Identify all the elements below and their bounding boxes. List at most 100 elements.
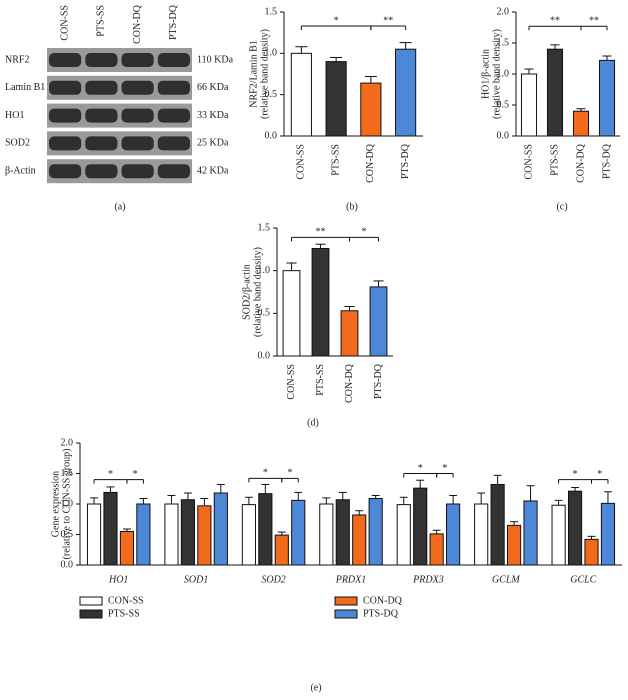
sig-mark: ** (316, 227, 326, 238)
bar (103, 491, 118, 566)
x-tick-label: PTS-SS (330, 144, 341, 176)
row-label: HO1 (5, 110, 24, 121)
y-tick-label: 1.5 (265, 6, 278, 17)
x-tick-label: PTS-SS (315, 364, 326, 396)
legend-label: PTS-SS (108, 608, 140, 619)
y-tick-label: 0.5 (61, 529, 74, 540)
sig-mark: * (597, 469, 602, 480)
bar (567, 490, 583, 566)
sig-mark: * (288, 468, 293, 479)
size-label: 110 KDa (197, 54, 234, 65)
caption: (b) (346, 201, 358, 212)
x-tick-label: GCLC (570, 574, 596, 585)
bar (598, 59, 616, 137)
bar (474, 503, 489, 566)
y-tick-label: 0.5 (265, 89, 278, 100)
sig-mark: * (263, 468, 268, 479)
bar (325, 61, 347, 137)
bar (360, 82, 382, 137)
bar (600, 502, 616, 566)
y-tick-label: 1.0 (265, 48, 278, 59)
bar (395, 48, 417, 137)
blot-band (121, 80, 154, 95)
sig-mark: * (418, 463, 423, 474)
bar (290, 52, 312, 137)
blot-band (49, 80, 82, 95)
blot-band (157, 108, 190, 123)
sig-mark: ** (589, 16, 599, 27)
x-tick-label: PTS-DQ (400, 143, 411, 179)
y-axis-label: (relative band density) (259, 29, 270, 119)
x-tick-label: PRDX3 (412, 574, 444, 585)
blot-band (85, 53, 118, 67)
sig-mark: * (133, 469, 138, 480)
blot-band (121, 136, 154, 151)
x-tick-label: HO1 (108, 574, 128, 585)
blot-band (49, 164, 82, 179)
blot-band (49, 53, 82, 67)
bar (136, 503, 151, 566)
size-label: 33 KDa (197, 110, 229, 121)
blot-band (85, 164, 118, 179)
y-tick-label: 2.0 (61, 437, 74, 448)
caption: (d) (307, 417, 319, 428)
bar (164, 503, 179, 566)
sig-mark: * (108, 469, 113, 480)
bar (429, 533, 444, 566)
y-axis-label: (relative band density) (252, 247, 263, 337)
bar (319, 503, 334, 566)
y-axis-label: (relative to CON-SS group) (61, 449, 72, 560)
blot-band (85, 136, 118, 151)
bar (368, 498, 383, 566)
bar (311, 247, 330, 357)
legend-label: CON-SS (108, 595, 144, 606)
x-tick-label: CON-SS (286, 364, 297, 400)
sig-mark: * (362, 227, 367, 238)
caption: (c) (556, 201, 567, 212)
legend-swatch (334, 596, 358, 606)
bar (523, 500, 538, 566)
y-tick-label: 1.0 (497, 68, 510, 79)
row-label: SOD2 (5, 138, 30, 149)
lane-label: PTS-SS (96, 5, 107, 37)
bar (335, 499, 350, 566)
legend-label: CON-DQ (363, 595, 403, 606)
y-tick-label: 0.5 (497, 99, 510, 110)
y-tick-label: 1.5 (61, 468, 74, 479)
bar (197, 505, 212, 566)
caption: (e) (310, 682, 321, 693)
y-tick-label: 1.5 (258, 222, 271, 233)
blot-band (49, 108, 82, 123)
y-tick-label: 1.0 (61, 498, 74, 509)
bar (282, 270, 301, 357)
row-label: Lamin B1 (5, 82, 45, 93)
bar (86, 503, 102, 566)
blot-band (85, 80, 118, 95)
x-tick-label: PTS-DQ (601, 143, 612, 179)
blot-band (157, 53, 190, 67)
bar (258, 493, 273, 566)
y-tick-label: 2.0 (497, 6, 510, 17)
x-tick-label: SOD2 (261, 574, 285, 585)
legend-swatch (79, 596, 103, 606)
x-tick-label: GCLM (492, 574, 520, 585)
bar (572, 110, 590, 137)
lane-label: CON-DQ (132, 4, 143, 44)
y-tick-label: 0.5 (258, 308, 271, 319)
size-label: 66 KDa (197, 82, 229, 93)
caption: (a) (114, 201, 125, 212)
y-tick-label: 1.5 (497, 37, 510, 48)
bar (241, 504, 256, 566)
y-tick-label: 0.0 (61, 559, 74, 570)
x-tick-label: CON-SS (296, 144, 307, 180)
size-label: 25 KDa (197, 138, 229, 149)
sig-mark: * (334, 15, 339, 26)
bar (490, 483, 505, 566)
bar (446, 503, 461, 566)
bar (352, 514, 367, 566)
blot-band (157, 164, 190, 179)
sig-mark: ** (550, 16, 560, 27)
bar (551, 504, 566, 566)
x-tick-label: CON-SS (523, 144, 534, 180)
lane-label: PTS-DQ (168, 4, 179, 40)
